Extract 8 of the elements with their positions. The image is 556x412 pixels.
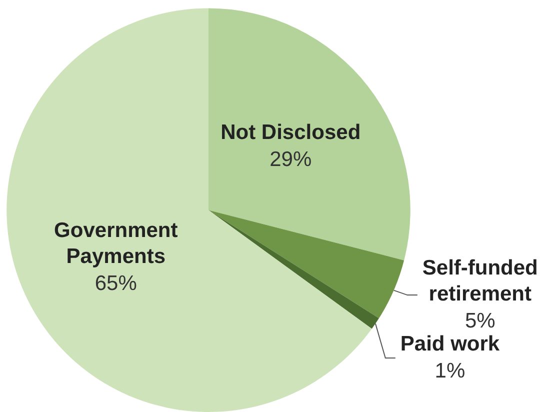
slice-label: Self-funded retirement xyxy=(422,256,538,306)
data-label: 29% xyxy=(270,148,312,171)
data-label: 65% xyxy=(94,272,137,295)
slice-label: Paid work xyxy=(400,332,500,356)
data-label: 5% xyxy=(464,310,496,333)
slice-label: Not Disclosed xyxy=(220,120,361,144)
data-label: 1% xyxy=(434,360,466,383)
slice-label: Government Payments xyxy=(54,218,178,268)
